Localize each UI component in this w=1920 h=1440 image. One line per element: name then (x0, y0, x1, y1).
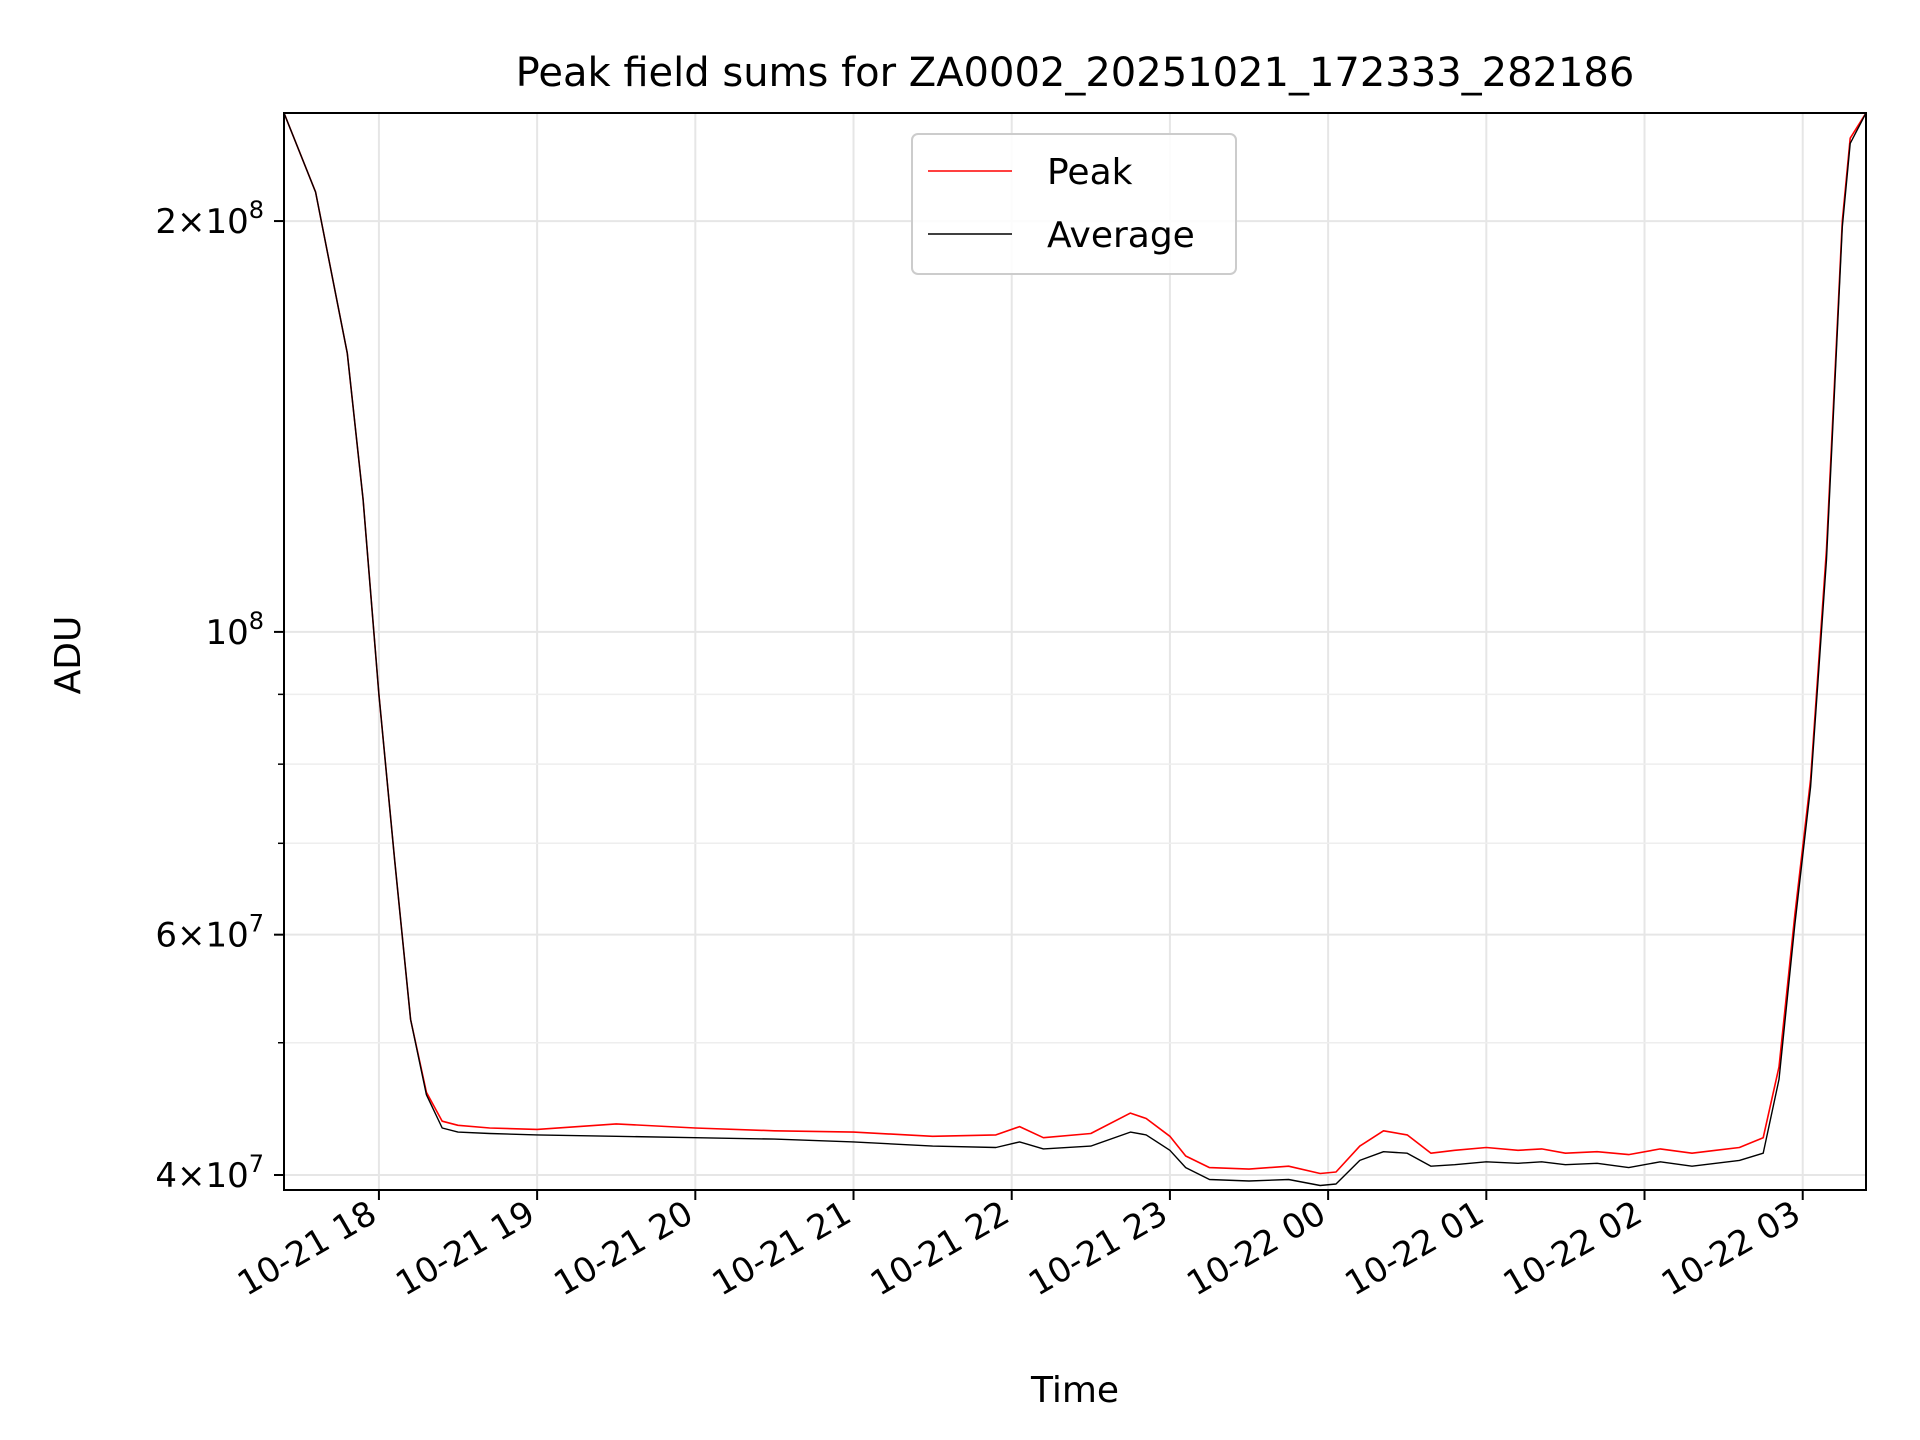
y-tick-exponent: 7 (249, 1150, 264, 1178)
y-tick-label: 4×107 (155, 1150, 264, 1196)
legend: Peak Average (911, 133, 1237, 275)
series-line-average (284, 113, 1866, 1187)
y-tick-exponent: 7 (249, 910, 264, 938)
y-tick-exponent: 8 (249, 196, 264, 224)
y-tick-label: 6×107 (155, 910, 264, 956)
series-layer (284, 113, 1866, 1187)
y-tick-exponent: 8 (249, 607, 264, 635)
legend-average-label: Average (1047, 215, 1195, 256)
legend-peak-label: Peak (1047, 152, 1133, 193)
x-axis-label: Time (1030, 1370, 1119, 1411)
plot-frame (283, 112, 1867, 1191)
series-line-peak (284, 113, 1866, 1175)
y-tick-label: 2×108 (155, 196, 264, 242)
y-axis-label: ADU (48, 616, 89, 695)
chart-title: Peak field sums for ZA0002_20251021_1723… (516, 50, 1635, 96)
legend-box (911, 133, 1237, 275)
